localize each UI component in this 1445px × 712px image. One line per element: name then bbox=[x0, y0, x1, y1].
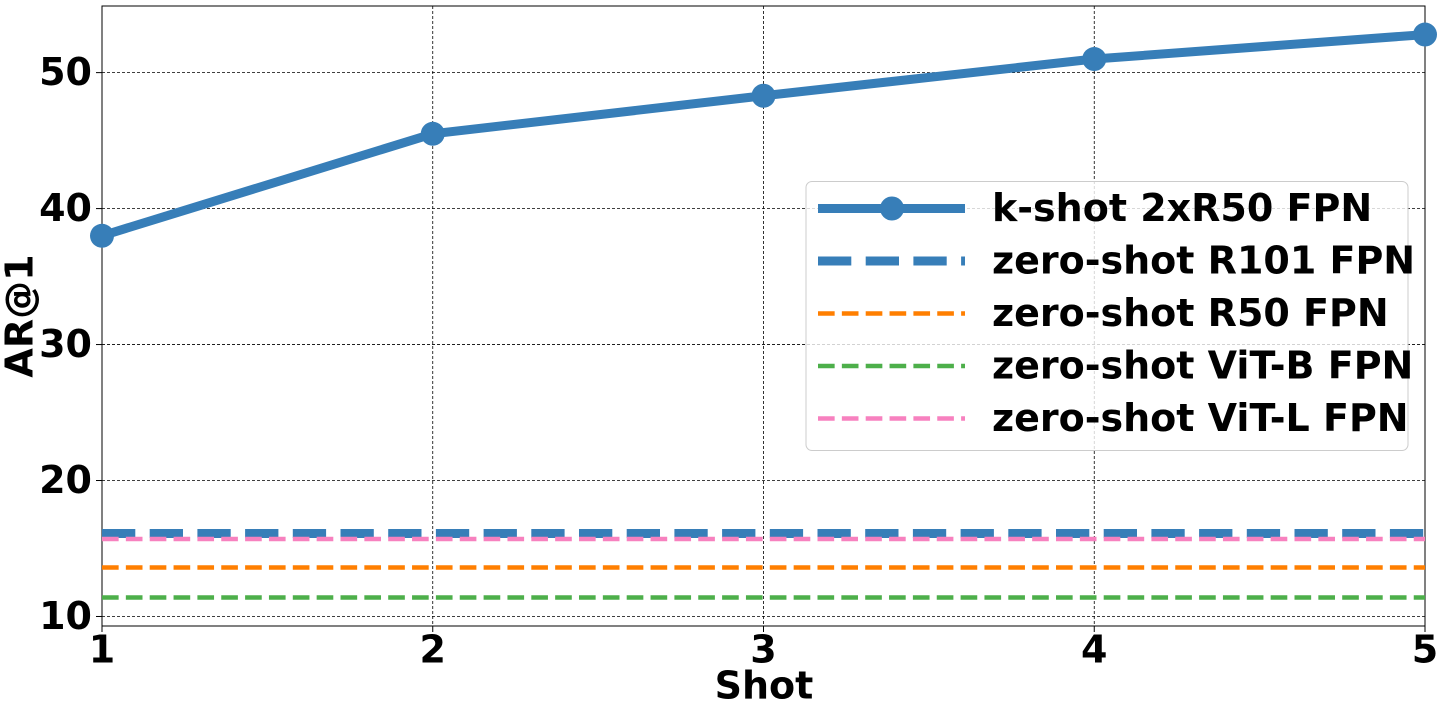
x-tick-label: 5 bbox=[1412, 628, 1438, 672]
x-axis-label: Shot bbox=[715, 664, 814, 708]
x-tick-label: 2 bbox=[420, 628, 446, 672]
x-tick-label: 3 bbox=[750, 628, 776, 672]
legend-label: zero-shot ViT-L FPN bbox=[992, 396, 1409, 440]
y-tick-label: 10 bbox=[39, 594, 92, 638]
point bbox=[1413, 22, 1437, 47]
plot-frame bbox=[101, 5, 1426, 627]
point bbox=[1082, 47, 1107, 72]
legend-label: k-shot 2xR50 FPN bbox=[992, 186, 1372, 230]
point bbox=[420, 121, 445, 146]
legend-label: zero-shot R101 FPN bbox=[992, 239, 1415, 283]
x-tick-label: 4 bbox=[1081, 628, 1107, 672]
legend-label: zero-shot ViT-B FPN bbox=[992, 344, 1413, 388]
point bbox=[90, 223, 114, 248]
y-axis-label: AR@1 bbox=[0, 254, 42, 377]
legend-label: zero-shot R50 FPN bbox=[992, 291, 1389, 335]
legend-marker bbox=[880, 196, 904, 221]
y-tick-label: 50 bbox=[39, 50, 92, 94]
point bbox=[751, 83, 776, 108]
y-tick-label: 30 bbox=[39, 322, 92, 366]
y-tick-label: 20 bbox=[39, 458, 92, 502]
x-tick-label: 1 bbox=[89, 628, 115, 672]
legend-box bbox=[805, 181, 1409, 451]
y-tick-label: 40 bbox=[39, 186, 92, 230]
